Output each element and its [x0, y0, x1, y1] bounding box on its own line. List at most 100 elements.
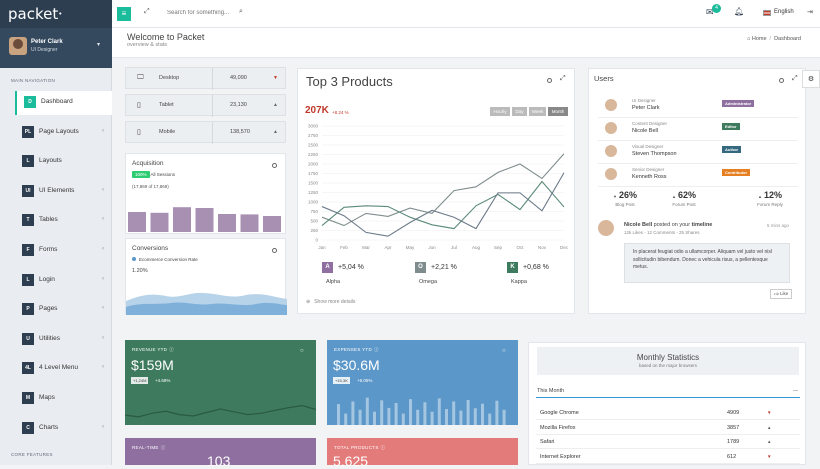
- sidebar-right-toggle-icon[interactable]: ⇥: [807, 9, 813, 16]
- language-selector[interactable]: English: [774, 9, 794, 15]
- sidebar-item-tables[interactable]: T Tables ‹: [0, 209, 112, 233]
- refresh-icon[interactable]: [779, 78, 784, 83]
- search-icon[interactable]: ⌕: [239, 8, 243, 15]
- user-row[interactable]: Senior Designer Kenneth Ross Contributor: [598, 165, 798, 187]
- acquisition-card: Acquisition 100% All Sessions (17,869 of…: [125, 153, 286, 234]
- sidebar-item-label: Page Layouts: [39, 127, 79, 135]
- logo[interactable]: packet•: [0, 0, 112, 28]
- show-more-link[interactable]: ⊕ Show more details: [306, 299, 355, 305]
- y-tick-label: 2000: [308, 162, 319, 167]
- sidebar-item-icon: C: [22, 421, 34, 434]
- sparkline-bar: [387, 407, 391, 425]
- product-stat-value: +0,68 %: [523, 264, 549, 271]
- refresh-icon[interactable]: [272, 248, 277, 253]
- search-input[interactable]: [167, 6, 247, 20]
- tile-title: TOTAL PRODUCTS ⓘ: [334, 445, 385, 451]
- sidebar-item-maps[interactable]: M Maps: [0, 387, 112, 411]
- sidebar-item-login[interactable]: L Login ‹: [0, 269, 112, 293]
- user-role: Visual Designer: [632, 144, 664, 149]
- role-badge: Editor: [722, 123, 740, 130]
- range-hourly-button[interactable]: Hourly: [490, 107, 510, 116]
- user-stat: ▲ 12% Forum Reply: [750, 190, 790, 207]
- user-stat-label: Blog Post: [615, 202, 635, 207]
- device-value: 138,570: [230, 129, 250, 135]
- conversions-title: Conversions: [132, 245, 169, 252]
- product-letter-badge: A: [322, 262, 333, 273]
- user-stat-value: ▼ 26%: [605, 190, 645, 200]
- user-row[interactable]: UI Designer Peter Clark Administrator: [598, 96, 798, 118]
- user-stat-value: ▲ 62%: [664, 190, 704, 200]
- flag-icon: [763, 10, 771, 16]
- sidebar-item-dashboard[interactable]: D Dashboard: [15, 91, 112, 115]
- refresh-icon[interactable]: ○: [502, 348, 506, 354]
- sidebar-item-forms[interactable]: F Forms ‹: [0, 239, 112, 263]
- expand-icon[interactable]: ⤢: [792, 75, 798, 82]
- tile-sparkline: [337, 397, 506, 425]
- refresh-icon[interactable]: ○: [300, 348, 304, 354]
- acquisition-bar: [218, 214, 236, 232]
- breadcrumb-current: Dashboard: [774, 36, 801, 42]
- conversions-legend: Ecommerce Conversion Rate: [132, 257, 198, 262]
- series-line: [321, 153, 565, 227]
- user-profile[interactable]: Peter Clark UI Designer ▾: [0, 28, 112, 68]
- y-tick-label: 1000: [308, 200, 319, 205]
- profile-role: UI Designer: [31, 47, 58, 53]
- acquisition-bar: [263, 216, 281, 232]
- range-month-button[interactable]: Month: [548, 107, 568, 116]
- user-stat-value: ▲ 12%: [750, 190, 790, 200]
- y-tick-label: 1500: [308, 181, 319, 186]
- user-stat-label: Forum Post: [672, 202, 696, 207]
- caret-up-icon: ▲: [758, 194, 762, 199]
- sidebar-item-icon: PL: [22, 125, 34, 138]
- collapse-icon[interactable]: —: [793, 388, 798, 394]
- timeline-target[interactable]: timeline: [691, 222, 713, 228]
- sidebar-item-charts[interactable]: C Charts ‹: [0, 417, 112, 441]
- chevron-left-icon: ‹: [102, 305, 104, 312]
- mail-icon[interactable]: ✉: [706, 7, 714, 17]
- range-week-button[interactable]: Week: [529, 107, 546, 116]
- fullscreen-icon[interactable]: ⤢: [144, 8, 150, 15]
- sidebar-item-label: Utilities: [39, 334, 60, 342]
- tile-title: REAL-TIME ⓘ: [132, 445, 166, 451]
- device-name: Mobile: [159, 129, 176, 135]
- sidebar-item-layouts[interactable]: L Layouts: [0, 150, 112, 174]
- sidebar-item-utilities[interactable]: U Utilities ‹: [0, 328, 112, 352]
- user-name: Steven Thompson: [632, 151, 677, 157]
- chevron-left-icon: ‹: [102, 334, 104, 341]
- refresh-icon[interactable]: [272, 163, 277, 168]
- breadcrumb-home[interactable]: Home: [751, 36, 767, 42]
- role-badge: Contributor: [722, 169, 750, 176]
- sidebar-item-icon: F: [22, 244, 34, 256]
- user-row[interactable]: Content Designer Nicole Bell Editor: [598, 119, 798, 141]
- timeline-post: In placerat feugiat odio a ullamcorper. …: [624, 243, 790, 283]
- sparkline-line: [125, 405, 316, 418]
- sidebar-item-pages[interactable]: P Pages ‹: [0, 298, 112, 322]
- period-label: This Month: [537, 388, 565, 394]
- conversions-legend-label: Ecommerce Conversion Rate: [139, 257, 198, 262]
- sidebar-item-4-level-menu[interactable]: 4L 4 Level Menu ‹: [0, 357, 112, 381]
- like-button[interactable]: 👍︎ Like: [770, 289, 793, 299]
- chevron-down-icon[interactable]: ▾: [97, 42, 101, 48]
- gear-icon[interactable]: ⚙: [802, 70, 820, 88]
- products-line-chart: 0 250 500 750 1000 1250 1500 1750 2000 2250 2500 27…: [308, 124, 569, 251]
- sidebar-item-page-layouts[interactable]: PL Page Layouts ‹: [0, 121, 112, 145]
- sidebar-item-ui-elements[interactable]: UI UI Elements ‹: [0, 180, 112, 204]
- x-tick-label: Dec: [560, 245, 569, 250]
- show-more-label: Show more details: [314, 299, 356, 305]
- refresh-icon[interactable]: [547, 78, 552, 83]
- breadcrumb: ⌂ Home / Dashboard: [747, 36, 801, 42]
- timeline-author[interactable]: Nicole Bell: [624, 222, 653, 228]
- sidebar-item-label: Dashboard: [41, 98, 73, 105]
- product-stat-name: Omega: [419, 279, 438, 285]
- menu-toggle-button[interactable]: ≡: [117, 7, 131, 21]
- sparkline-bar: [473, 408, 477, 425]
- avatar: [605, 122, 617, 134]
- user-row[interactable]: Visual Designer Steven Thompson Author: [598, 142, 798, 164]
- y-tick-label: 0: [315, 238, 318, 243]
- range-day-button[interactable]: Day: [512, 107, 527, 116]
- user-stat: ▼ 26% Blog Post: [605, 190, 645, 207]
- expand-icon[interactable]: ⤢: [560, 75, 566, 82]
- kpi-tile-real-time: REAL-TIME ⓘ 103: [125, 438, 316, 469]
- bell-icon[interactable]: 🔔︎: [734, 7, 745, 16]
- x-tick-label: Jun: [428, 245, 436, 250]
